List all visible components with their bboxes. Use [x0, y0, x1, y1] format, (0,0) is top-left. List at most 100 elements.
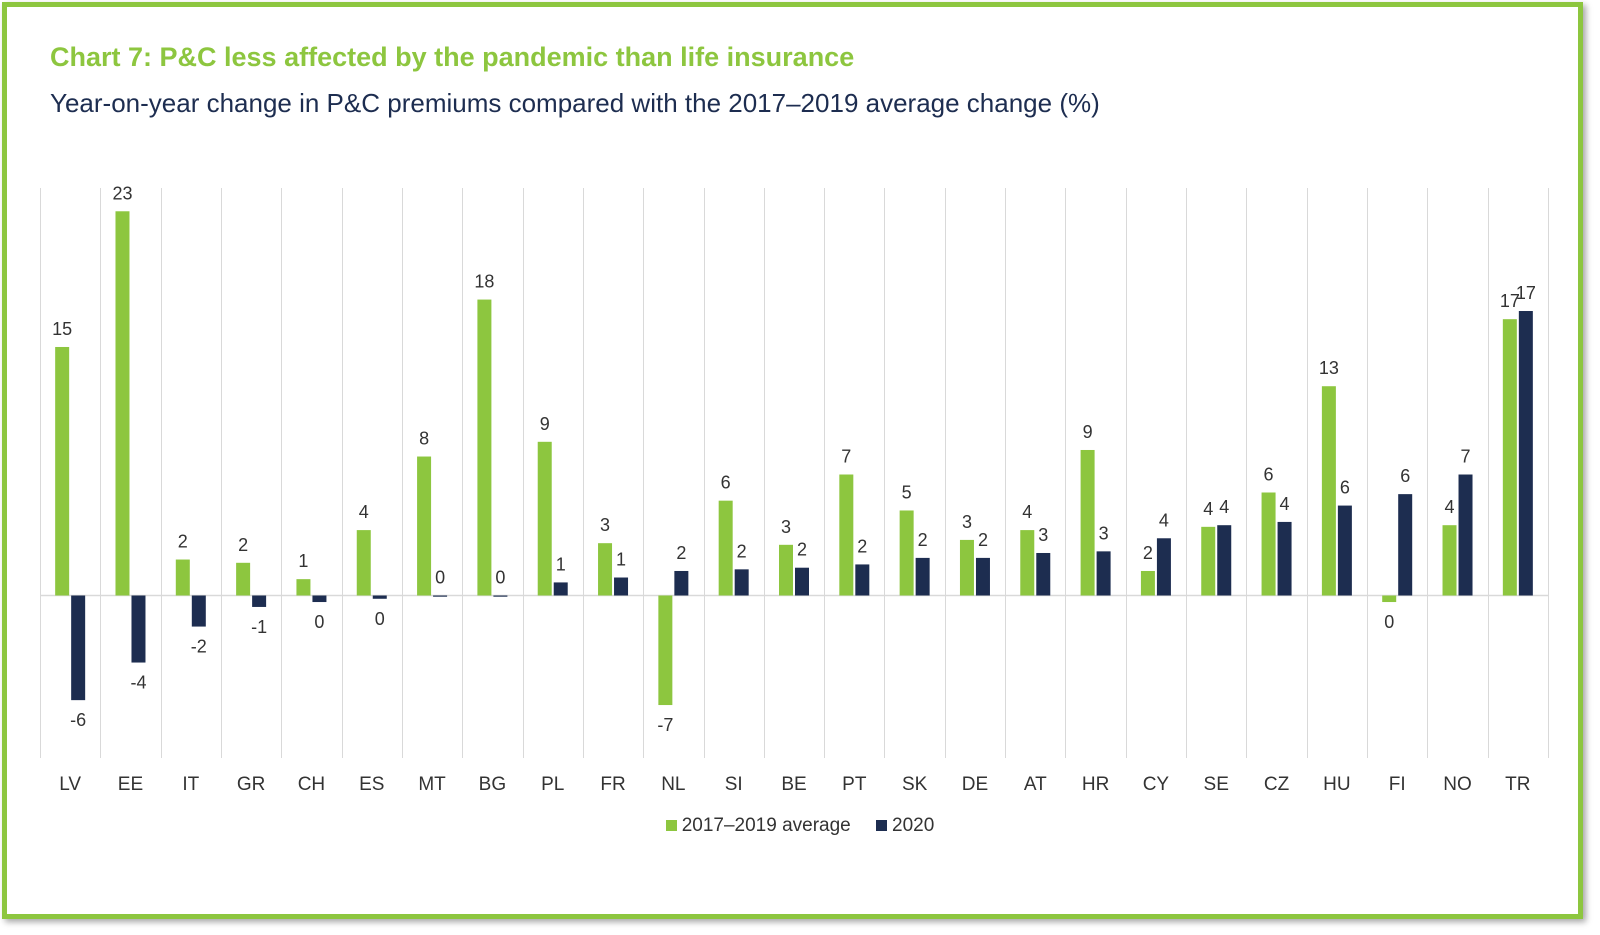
data-label-avg: 9	[540, 414, 550, 434]
legend-swatch-2020	[876, 820, 888, 831]
x-tick-label: MT	[418, 774, 446, 795]
x-tick-label: ES	[359, 774, 384, 795]
bar-avg	[598, 543, 613, 596]
data-label-2020: 2	[676, 543, 686, 563]
data-label-avg: 4	[1022, 502, 1032, 522]
data-label-2020: 2	[978, 530, 988, 550]
bar-2020	[131, 595, 146, 663]
data-label-2020: 4	[1280, 494, 1290, 514]
data-label-2020: 3	[1099, 523, 1109, 543]
legend-label-2020: 2020	[892, 815, 935, 836]
data-label-2020: 4	[1219, 497, 1229, 517]
x-tick-label: TR	[1505, 774, 1530, 795]
bar-2020	[252, 595, 267, 607]
x-tick-label: CH	[298, 774, 325, 795]
data-label-2020: 7	[1461, 447, 1471, 467]
bar-avg	[537, 441, 552, 596]
legend-swatch-avg	[665, 820, 677, 831]
bar-2020	[975, 557, 990, 596]
x-tick-label: SI	[725, 774, 743, 795]
data-label-2020: 2	[918, 530, 928, 550]
chart-subtitle: Year-on-year change in P&C premiums comp…	[50, 88, 1100, 118]
x-tick-label: PT	[842, 774, 867, 795]
x-tick-label: SK	[902, 774, 928, 795]
bar-2020	[71, 595, 86, 701]
bar-avg	[1080, 449, 1095, 596]
bar-avg	[959, 539, 974, 596]
bar-2020	[1277, 521, 1292, 596]
bar-2020	[372, 595, 387, 599]
data-label-2020: -6	[70, 710, 86, 730]
data-label-avg: 3	[781, 517, 791, 537]
data-label-avg: 4	[1445, 497, 1455, 517]
data-label-2020: 2	[737, 541, 747, 561]
x-tick-label: DE	[962, 774, 988, 795]
bar-avg	[899, 510, 914, 596]
data-label-2020: 0	[435, 568, 445, 588]
data-label-avg: 0	[1384, 612, 1394, 632]
bar-avg	[55, 346, 70, 596]
x-tick-label: BE	[781, 774, 806, 795]
bar-avg	[1140, 570, 1155, 596]
data-label-avg: -7	[657, 715, 673, 735]
x-tick-label: CY	[1143, 774, 1170, 795]
data-label-avg: 6	[721, 473, 731, 493]
data-label-avg: 8	[419, 429, 429, 449]
bar-2020	[553, 582, 568, 596]
bar-2020	[614, 577, 629, 596]
x-tick-label: IT	[182, 774, 199, 795]
bar-2020	[915, 557, 930, 596]
bar-avg	[718, 500, 733, 596]
data-label-avg: 5	[902, 482, 912, 502]
bar-avg	[1201, 526, 1216, 596]
data-label-2020: 0	[314, 612, 324, 632]
data-label-2020: -2	[191, 637, 207, 657]
bar-avg	[175, 559, 190, 596]
bar-2020	[795, 567, 809, 596]
x-tick-label: BG	[479, 774, 506, 795]
bar-2020	[191, 595, 206, 627]
data-label-2020: 1	[616, 550, 626, 570]
bar-avg	[477, 299, 492, 596]
bar-avg	[1321, 386, 1336, 596]
data-label-avg: 3	[600, 515, 610, 535]
bar-2020	[1036, 552, 1051, 596]
legend-item-2020: 2020	[876, 815, 934, 837]
bar-avg	[1502, 319, 1517, 596]
x-tick-label: HU	[1323, 774, 1350, 795]
data-label-avg: 6	[1264, 464, 1274, 484]
data-label-2020: 17	[1516, 283, 1536, 303]
bar-avg	[417, 456, 432, 596]
chart-title: Chart 7: P&C less affected by the pandem…	[50, 42, 855, 72]
x-tick-label: NO	[1443, 774, 1472, 795]
x-tick-label: GR	[237, 774, 266, 795]
bar-2020	[1096, 551, 1111, 596]
bar-avg	[356, 530, 371, 596]
data-label-avg: 23	[112, 183, 132, 203]
data-label-2020: 4	[1159, 510, 1169, 530]
bar-2020	[1217, 525, 1232, 596]
bar-2020	[1398, 494, 1413, 596]
bar-avg	[779, 544, 793, 596]
bar-2020	[1337, 505, 1352, 596]
x-tick-label: PL	[541, 774, 564, 795]
x-tick-label: LV	[59, 774, 81, 795]
bar-avg	[1382, 595, 1397, 603]
data-label-2020: 3	[1038, 525, 1048, 545]
bar-2020	[1458, 474, 1473, 596]
x-tick-label: SE	[1204, 774, 1229, 795]
legend-item-avg: 2017–2019 average	[665, 815, 851, 837]
data-label-avg: 18	[474, 272, 494, 292]
data-label-avg: 15	[52, 319, 72, 339]
data-label-avg: 2	[178, 532, 188, 552]
x-tick-label: AT	[1024, 774, 1047, 795]
x-tick-label: EE	[118, 774, 143, 795]
x-tick-label: NL	[661, 774, 685, 795]
data-label-avg: 4	[1203, 499, 1213, 519]
bar-avg	[1020, 530, 1035, 596]
chart-frame	[2, 2, 1583, 919]
bar-2020	[734, 569, 749, 596]
bar-avg	[1442, 525, 1457, 596]
legend: 2017–2019 average 2020	[0, 815, 1600, 837]
